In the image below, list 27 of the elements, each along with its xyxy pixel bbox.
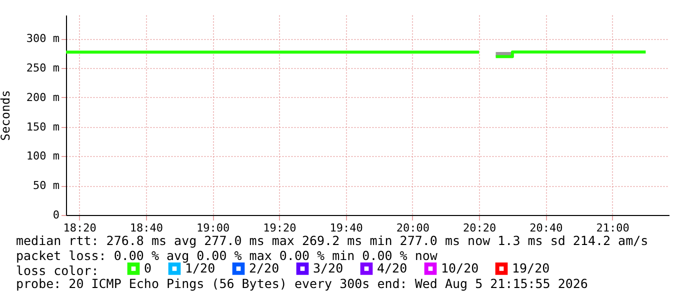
x-tick-label: 21:00 [596, 222, 630, 234]
legend-label: 10/20 [441, 260, 479, 276]
y-tick-label: 50 m [33, 179, 60, 192]
legend-label: 4/20 [377, 260, 408, 276]
y-tick-label: 0 [52, 208, 60, 222]
x-tick-label: 20:00 [396, 222, 430, 234]
y-axis-title: Seconds [0, 90, 12, 141]
text: probe: 20 ICMP Echo Pings (56 Bytes) every 300s end: Wed Aug 5 21:15:55 2026 [16, 276, 588, 291]
y-tick-label: 150 m [26, 120, 60, 134]
x-tick-label: 18:40 [130, 222, 164, 234]
y-tick-label: 300 m [26, 32, 60, 46]
legend-label: 2/20 [249, 260, 280, 276]
x-tick-label: 20:20 [463, 222, 496, 234]
x-tick-label: 18:20 [63, 222, 96, 234]
x-tick-label: 20:40 [530, 222, 563, 234]
legend-label: 19/20 [512, 260, 550, 276]
legend-label: 0 [144, 260, 152, 276]
text: median rtt: 276.8 ms avg 277.0 ms max 269.2 ms min 277.0 ms now 1.3 ms sd 214.2 am/s [16, 233, 648, 248]
y-tick-label: 100 m [26, 150, 60, 163]
y-tick-label: 200 m [26, 90, 60, 104]
y-tick-label: 250 m [26, 61, 60, 74]
x-tick-label: 19:20 [263, 222, 296, 234]
x-tick-label: 19:40 [330, 222, 363, 234]
legend-label: 3/20 [313, 260, 344, 276]
x-tick-label: 19:00 [196, 222, 230, 234]
text: packet loss: 0.00 % avg 0.00 % max 0.00 % min 0.00 % now [16, 248, 438, 263]
legend-title: loss color: [16, 263, 99, 278]
